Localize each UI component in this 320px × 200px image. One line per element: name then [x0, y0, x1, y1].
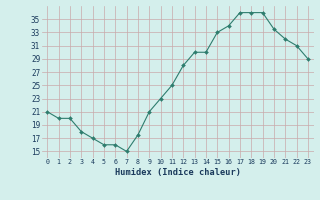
X-axis label: Humidex (Indice chaleur): Humidex (Indice chaleur): [115, 168, 241, 177]
